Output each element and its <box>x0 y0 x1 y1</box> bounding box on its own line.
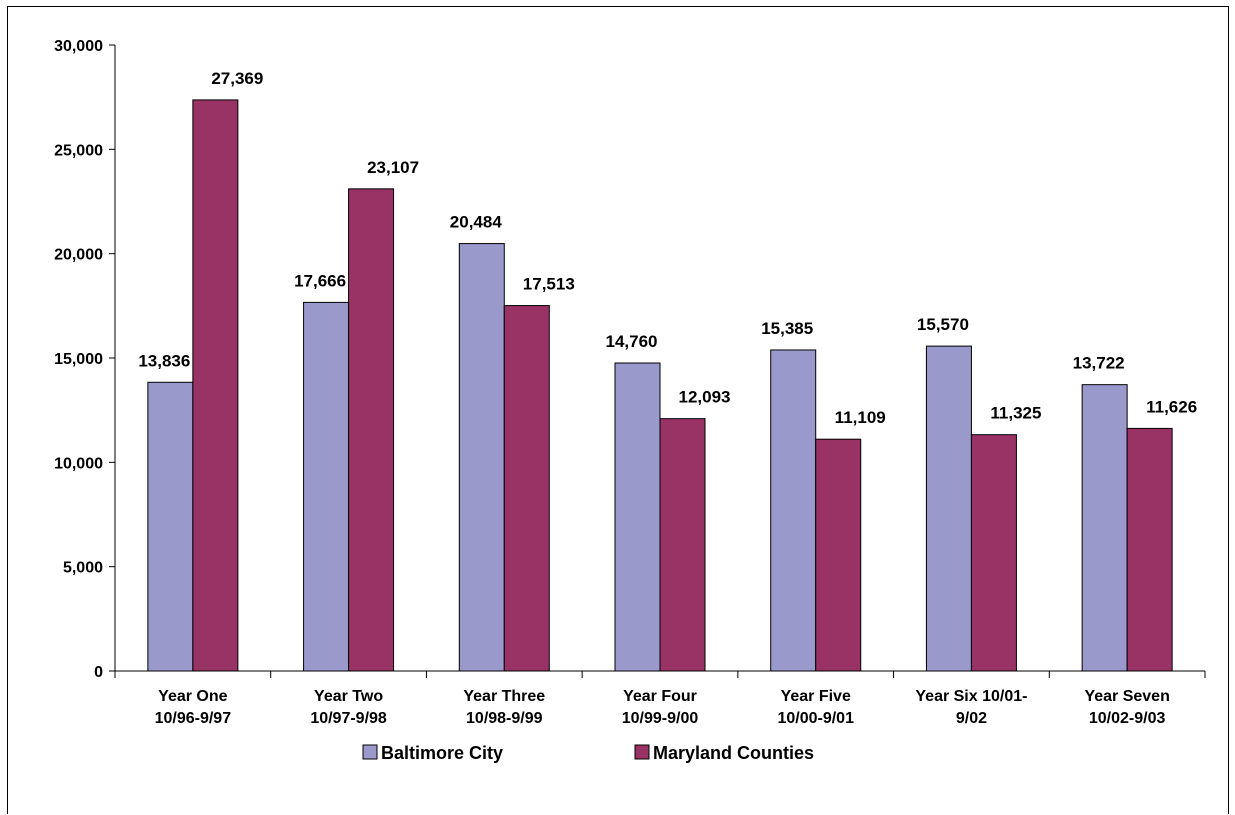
bar-baltimore-city <box>458 243 505 672</box>
data-label: 27,369 <box>211 69 263 88</box>
legend-label: Baltimore City <box>381 743 503 763</box>
y-tick-label: 30,000 <box>54 38 103 55</box>
x-category-label: Year Four <box>623 688 697 705</box>
bar-baltimore-city <box>770 349 817 672</box>
x-category-label: 10/00-9/01 <box>777 710 854 727</box>
x-category-label: 10/96-9/97 <box>155 710 232 727</box>
bar-baltimore-city <box>1081 384 1128 672</box>
data-label: 14,760 <box>606 332 658 351</box>
y-tick-label: 0 <box>94 664 103 681</box>
y-tick-label: 20,000 <box>54 247 103 264</box>
legend-swatch <box>362 744 378 760</box>
x-category-label: Year One <box>158 688 227 705</box>
bar-baltimore-city <box>303 301 350 672</box>
x-category-label: 10/02-9/03 <box>1089 710 1166 727</box>
data-label: 15,570 <box>917 315 969 334</box>
bar-baltimore-city <box>147 381 194 672</box>
data-label: 17,513 <box>523 275 575 294</box>
y-tick-label: 25,000 <box>54 142 103 159</box>
bar-maryland-counties <box>192 99 239 672</box>
data-label: 17,666 <box>294 271 346 290</box>
x-category-label: Year Six 10/01- <box>915 688 1027 705</box>
x-category-label: Year Five <box>781 688 851 705</box>
data-label: 13,722 <box>1073 354 1125 373</box>
x-category-label: 10/98-9/99 <box>466 710 543 727</box>
data-label: 12,093 <box>679 388 731 407</box>
x-category-label: Year Two <box>314 688 383 705</box>
x-category-label: 10/97-9/98 <box>310 710 387 727</box>
x-category-label: Year Seven <box>1084 688 1169 705</box>
bar-baltimore-city <box>925 345 972 672</box>
data-label: 11,109 <box>835 408 886 427</box>
bar-maryland-counties <box>348 188 395 672</box>
data-label: 11,626 <box>1146 397 1197 416</box>
data-label: 23,107 <box>367 158 419 177</box>
bar-maryland-counties <box>815 438 862 672</box>
data-label: 13,836 <box>138 351 190 370</box>
y-tick-label: 10,000 <box>54 455 103 472</box>
y-tick-label: 15,000 <box>54 351 103 368</box>
data-label: 20,484 <box>450 213 503 232</box>
y-tick-label: 5,000 <box>63 560 103 577</box>
bar-maryland-counties <box>970 434 1017 672</box>
legend-label: Maryland Counties <box>653 743 814 763</box>
x-category-label: 10/99-9/00 <box>622 710 699 727</box>
data-label: 11,325 <box>990 404 1041 423</box>
x-category-label: Year Three <box>463 688 545 705</box>
bar-maryland-counties <box>503 305 550 672</box>
legend-swatch <box>634 744 650 760</box>
bar-maryland-counties <box>1126 427 1173 672</box>
x-category-label: 9/02 <box>956 710 987 727</box>
bar-maryland-counties <box>659 418 706 672</box>
bar-baltimore-city <box>614 362 661 672</box>
data-label: 15,385 <box>761 319 813 338</box>
